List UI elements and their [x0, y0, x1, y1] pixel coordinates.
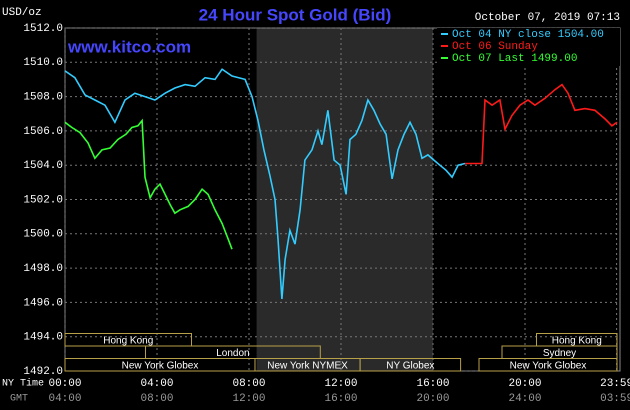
- y-tick-label: 1498.0: [23, 263, 63, 275]
- x2-tick-label: 20:00: [416, 393, 449, 405]
- x-tick-label: 20:00: [508, 378, 541, 390]
- x2-tick-label: 08:00: [140, 393, 173, 405]
- session-box: [478, 358, 618, 372]
- price-line: [64, 68, 466, 300]
- y-tick-label: 1496.0: [23, 297, 63, 309]
- x-tick-label: 04:00: [140, 378, 173, 390]
- session-label: New York NYMEX: [267, 360, 348, 371]
- x2-tick-label: 24:00: [508, 393, 541, 405]
- y-tick-label: 1492.0: [23, 366, 63, 378]
- x2-tick-label: 04:00: [48, 393, 81, 405]
- session-label: London: [216, 348, 249, 359]
- session-label: Hong Kong: [552, 335, 602, 346]
- legend-label: Oct 04 NY close 1504.00: [452, 29, 604, 41]
- session-label: NY Globex: [386, 360, 434, 371]
- y-tick-label: 1512.0: [23, 23, 63, 35]
- x2-tick-label: 12:00: [232, 393, 265, 405]
- session-label: Hong Kong: [103, 335, 153, 346]
- x2-tick-label: 03:59: [600, 393, 630, 405]
- x-tick-label: 12:00: [324, 378, 357, 390]
- session-label: New York Globex: [510, 360, 587, 371]
- legend-box: [437, 28, 620, 66]
- watermark: www.kitco.com: [67, 37, 191, 56]
- y-tick-label: 1502.0: [23, 194, 63, 206]
- x-tick-label: 00:00: [48, 378, 81, 390]
- price-line: [64, 118, 233, 250]
- x-tick-label: 16:00: [416, 378, 449, 390]
- x2-row-label: GMT: [10, 394, 28, 405]
- x-row-label: NY Time: [2, 378, 44, 390]
- y-tick-label: 1508.0: [23, 92, 63, 104]
- session-label: Sydney: [543, 348, 576, 359]
- legend-label: Oct 07 Last 1499.00: [452, 53, 577, 65]
- timestamp: October 07, 2019 07:13: [475, 12, 620, 24]
- x-tick-label: 08:00: [232, 378, 265, 390]
- price-line: [465, 83, 618, 165]
- session-box: [64, 333, 192, 347]
- session-box: [359, 358, 462, 372]
- x-tick-label: 23:59: [600, 378, 630, 390]
- y-tick-label: 1500.0: [23, 229, 63, 241]
- y-axis-label: USD/oz: [2, 7, 42, 19]
- y-tick-label: 1504.0: [23, 160, 63, 172]
- legend-label: Oct 06 Sunday: [452, 41, 538, 53]
- y-tick-label: 1494.0: [23, 332, 63, 344]
- chart-title: 24 Hour Spot Gold (Bid): [199, 5, 392, 24]
- session-label: New York Globex: [122, 360, 199, 371]
- y-tick-label: 1510.0: [23, 57, 63, 69]
- x2-tick-label: 16:00: [324, 393, 357, 405]
- y-tick-label: 1506.0: [23, 126, 63, 138]
